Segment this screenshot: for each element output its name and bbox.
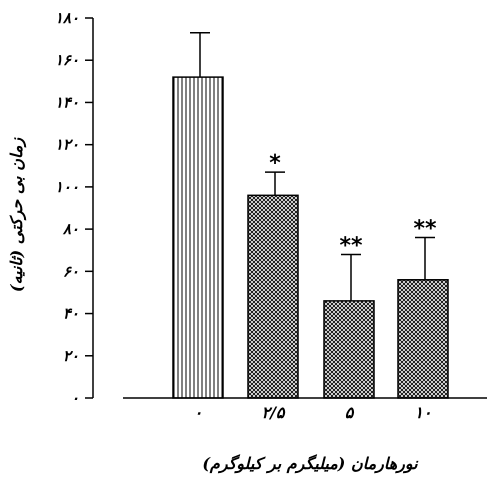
significance-marker: ** (413, 217, 437, 242)
y-tick-label: ۲۰ (63, 347, 79, 365)
y-tick-label: ۰ (71, 389, 79, 407)
y-tick-label: ۱۶۰ (55, 51, 79, 69)
y-axis-title: زمان بی حرکتی (ثانیه) (7, 137, 27, 293)
bars: ***** (172, 32, 449, 399)
x-tick-label: ۵ (345, 403, 355, 422)
y-tick-label: ۸۰ (62, 220, 79, 238)
y-tick-label: ۱۴۰ (55, 93, 79, 111)
significance-marker: ** (339, 233, 363, 258)
x-tick-label: ۲/۵ (261, 403, 285, 422)
bar (172, 76, 224, 399)
x-tick-label: ۰ (194, 403, 203, 422)
y-tick-label: ۱۸۰ (55, 9, 79, 27)
y-tick-label: ۶۰ (63, 262, 79, 280)
y-axis: ۰ ۲۰ ۴۰ ۶۰ ۸۰ ۱۰۰ ۱۲۰ ۱۴۰ ۱۶۰ ۱۸۰ (55, 9, 94, 407)
x-tick-label: ۱۰ (414, 403, 431, 422)
significance-marker: * (269, 151, 281, 176)
x-axis: ۰ ۲/۵ ۵ ۱۰ (123, 397, 487, 422)
bar (247, 194, 299, 399)
x-axis-title: نورهارمان (میلیگرم بر کیلوگرم) (202, 454, 419, 474)
y-tick-label: ۴۰ (63, 305, 79, 323)
y-tick-label: ۱۰۰ (55, 178, 79, 196)
y-tick-label: ۱۲۰ (55, 136, 79, 154)
bar (397, 279, 449, 399)
bar (323, 300, 375, 399)
